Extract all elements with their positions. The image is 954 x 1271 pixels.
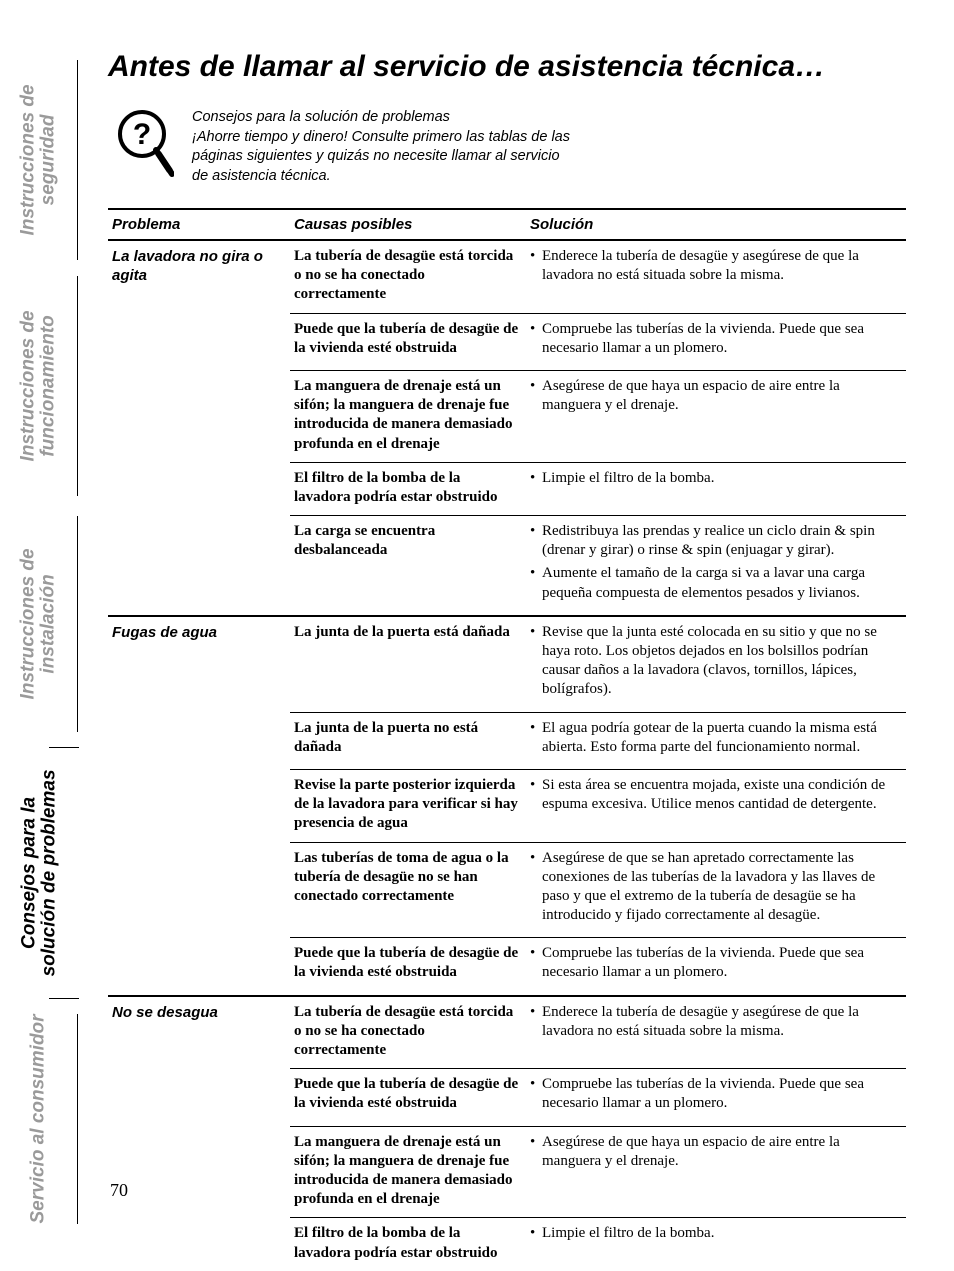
solution-list: Compruebe las tuberías de la vivienda. P… (530, 944, 900, 982)
solution-cell: Asegúrese de que haya un espacio de aire… (526, 370, 906, 462)
solution-cell: Limpie el filtro de la bomba. (526, 462, 906, 515)
problem-cell: La lavadora no gira o agita (108, 240, 290, 616)
solution-item: Limpie el filtro de la bomba. (530, 469, 900, 488)
side-tab-label: Instrucciones deseguridad (19, 85, 59, 236)
cause-cell: La manguera de drenaje está un sifón; la… (290, 370, 526, 462)
main-content: Antes de llamar al servicio de asistenci… (108, 50, 908, 1271)
side-tab-label: Consejos para lasolución de problemas (19, 770, 59, 977)
solution-list: El agua podría gotear de la puerta cuand… (530, 719, 900, 757)
table-header-row: Problema Causas posibles Solución (108, 209, 906, 240)
solution-item: Revise que la junta esté colocada en su … (530, 623, 900, 700)
side-tab-label: Instrucciones deinstalación (19, 549, 59, 700)
solution-list: Revise que la junta esté colocada en su … (530, 623, 900, 700)
magnifier-question-icon: ? (114, 108, 174, 192)
table-row: La lavadora no gira o agitaLa tubería de… (108, 240, 906, 313)
side-tab-label: Servicio al consumidor (29, 1014, 49, 1223)
cause-cell: Puede que la tubería de desagüe de la vi… (290, 313, 526, 370)
page-title: Antes de llamar al servicio de asistenci… (108, 50, 908, 84)
solution-list: Compruebe las tuberías de la vivienda. P… (530, 1075, 900, 1113)
solution-list: Enderece la tubería de desagüe y asegúre… (530, 1003, 900, 1041)
cause-cell: La junta de la puerta está dañada (290, 616, 526, 712)
side-tab[interactable]: Instrucciones deseguridad (0, 60, 78, 260)
side-tab[interactable]: Consejos para lasolución de problemas (0, 748, 78, 998)
solution-cell: El agua podría gotear de la puerta cuand… (526, 712, 906, 769)
solution-list: Si esta área se encuentra mojada, existe… (530, 776, 900, 814)
problem-cell: Fugas de agua (108, 616, 290, 996)
solution-item: Si esta área se encuentra mojada, existe… (530, 776, 900, 814)
cause-cell: El filtro de la bomba de la lavadora pod… (290, 1218, 526, 1271)
solution-cell: Asegúrese de que se han apretado correct… (526, 842, 906, 938)
solution-item: Enderece la tubería de desagüe y asegúre… (530, 1003, 900, 1041)
solution-cell: Compruebe las tuberías de la vivienda. P… (526, 313, 906, 370)
intro-line2: ¡Ahorre tiempo y dinero! Consulte primer… (192, 128, 572, 187)
troubleshoot-table: Problema Causas posibles Solución La lav… (108, 208, 906, 1271)
side-tab[interactable]: Instrucciones defuncionamiento (0, 276, 78, 496)
solution-list: Asegúrese de que haya un espacio de aire… (530, 1133, 900, 1171)
solution-cell: Enderece la tubería de desagüe y asegúre… (526, 240, 906, 313)
page-number: 70 (110, 1180, 128, 1201)
solution-cell: Si esta área se encuentra mojada, existe… (526, 769, 906, 842)
solution-item: Aumente el tamaño de la carga si va a la… (530, 564, 900, 602)
side-tab[interactable]: Instrucciones deinstalación (0, 516, 78, 732)
solution-item: Asegúrese de que haya un espacio de aire… (530, 1133, 900, 1171)
col-header-problem: Problema (108, 209, 290, 240)
table-row: Fugas de aguaLa junta de la puerta está … (108, 616, 906, 712)
solution-cell: Limpie el filtro de la bomba. (526, 1218, 906, 1271)
solution-list: Compruebe las tuberías de la vivienda. P… (530, 320, 900, 358)
solution-item: Compruebe las tuberías de la vivienda. P… (530, 1075, 900, 1113)
cause-cell: Puede que la tubería de desagüe de la vi… (290, 938, 526, 996)
solution-item: Compruebe las tuberías de la vivienda. P… (530, 944, 900, 982)
side-tabs: Instrucciones deseguridad Instrucciones d… (0, 30, 78, 1210)
solution-cell: Enderece la tubería de desagüe y asegúre… (526, 996, 906, 1069)
problem-cell: No se desagua (108, 996, 290, 1271)
solution-item: Limpie el filtro de la bomba. (530, 1224, 900, 1243)
side-tab-label: Instrucciones defuncionamiento (19, 311, 59, 462)
cause-cell: La tubería de desagüe está torcida o no … (290, 240, 526, 313)
cause-cell: Las tuberías de toma de agua o la tuberí… (290, 842, 526, 938)
cause-cell: La manguera de drenaje está un sifón; la… (290, 1126, 526, 1218)
table-body: La lavadora no gira o agitaLa tubería de… (108, 240, 906, 1271)
solution-cell: Asegúrese de que haya un espacio de aire… (526, 1126, 906, 1218)
solution-list: Limpie el filtro de la bomba. (530, 469, 900, 488)
solution-item: Compruebe las tuberías de la vivienda. P… (530, 320, 900, 358)
solution-item: Redistribuya las prendas y realice un ci… (530, 522, 900, 560)
intro-line1: Consejos para la solución de problemas (192, 108, 572, 128)
solution-item: Asegúrese de que se han apretado correct… (530, 849, 900, 926)
col-header-cause: Causas posibles (290, 209, 526, 240)
cause-cell: La carga se encuentra desbalanceada (290, 516, 526, 616)
cause-cell: El filtro de la bomba de la lavadora pod… (290, 462, 526, 515)
intro-text: Consejos para la solución de problemas ¡… (192, 108, 572, 186)
page: Instrucciones deseguridad Instrucciones d… (0, 0, 954, 1235)
intro-block: ? Consejos para la solución de problemas… (108, 108, 908, 192)
svg-text:?: ? (133, 118, 151, 151)
solution-list: Enderece la tubería de desagüe y asegúre… (530, 247, 900, 285)
solution-list: Asegúrese de que se han apretado correct… (530, 849, 900, 926)
cause-cell: La junta de la puerta no está dañada (290, 712, 526, 769)
col-header-solution: Solución (526, 209, 906, 240)
side-tab[interactable]: Servicio al consumidor (0, 1014, 78, 1224)
cause-cell: Puede que la tubería de desagüe de la vi… (290, 1069, 526, 1126)
solution-list: Asegúrese de que haya un espacio de aire… (530, 377, 900, 415)
solution-cell: Redistribuya las prendas y realice un ci… (526, 516, 906, 616)
solution-list: Redistribuya las prendas y realice un ci… (530, 522, 900, 603)
solution-cell: Revise que la junta esté colocada en su … (526, 616, 906, 712)
table-row: No se desaguaLa tubería de desagüe está … (108, 996, 906, 1069)
solution-item: Asegúrese de que haya un espacio de aire… (530, 377, 900, 415)
cause-cell: Revise la parte posterior izquierda de l… (290, 769, 526, 842)
solution-cell: Compruebe las tuberías de la vivienda. P… (526, 938, 906, 996)
solution-item: Enderece la tubería de desagüe y asegúre… (530, 247, 900, 285)
solution-cell: Compruebe las tuberías de la vivienda. P… (526, 1069, 906, 1126)
cause-cell: La tubería de desagüe está torcida o no … (290, 996, 526, 1069)
solution-list: Limpie el filtro de la bomba. (530, 1224, 900, 1243)
solution-item: El agua podría gotear de la puerta cuand… (530, 719, 900, 757)
